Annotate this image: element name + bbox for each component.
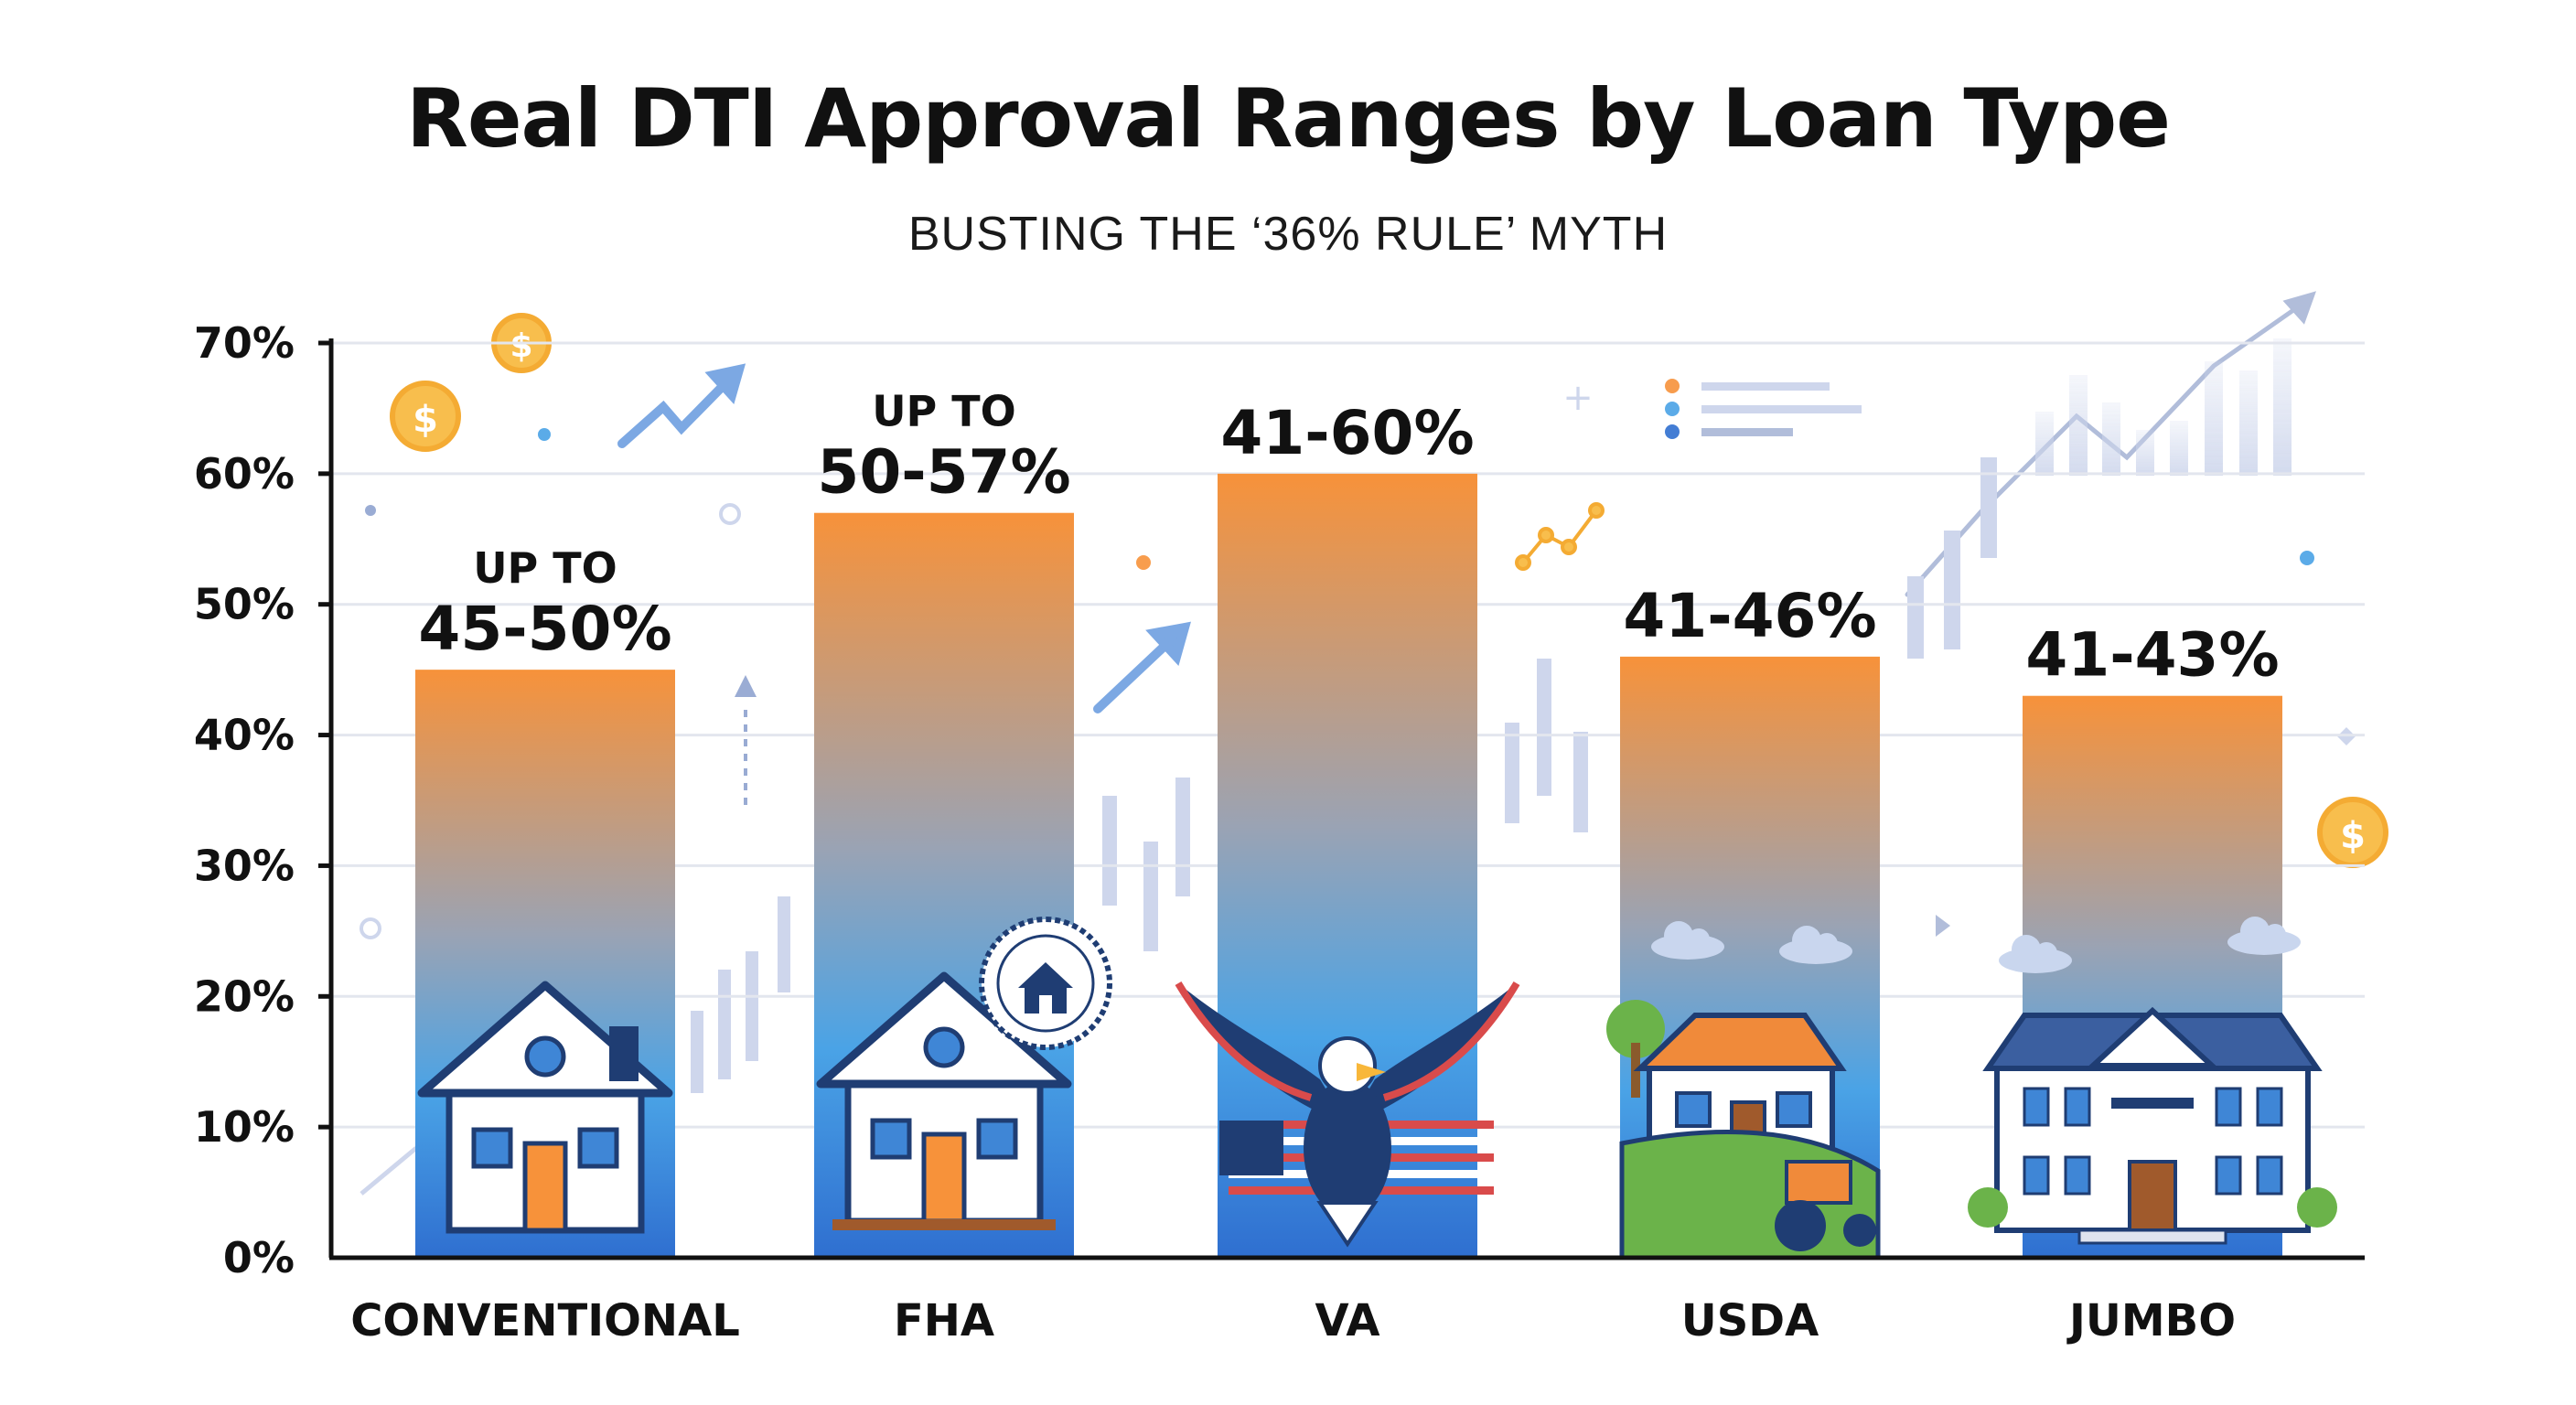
- mini-line-decoration: [1515, 502, 1605, 571]
- cloud-icon: [1779, 926, 1852, 964]
- data-label-prefix: UP TO: [872, 387, 1016, 436]
- list-decoration: [1665, 379, 1862, 439]
- x-tick-label: FHA: [894, 1295, 994, 1346]
- y-tick-label: 10%: [194, 1102, 295, 1152]
- y-tick-label: 60%: [194, 449, 295, 499]
- seal-badge-icon: [979, 917, 1112, 1050]
- data-label: 50-57%: [817, 437, 1070, 508]
- svg-text:$: $: [2340, 815, 2366, 857]
- svg-text:$: $: [510, 327, 532, 365]
- y-tick-label: 20%: [194, 971, 295, 1021]
- y-tick-label: 70%: [194, 318, 295, 368]
- y-tick-label: 40%: [194, 711, 295, 760]
- house-icon: [417, 981, 673, 1234]
- data-label: 45-50%: [418, 594, 671, 664]
- house-icon: [816, 971, 1072, 1230]
- coin-icon: $: [390, 381, 461, 452]
- y-tick-label: 50%: [194, 580, 295, 629]
- trend-arrow-icon: [1093, 621, 1191, 713]
- chart-title: Real DTI Approval Ranges by Loan Type: [406, 71, 2171, 166]
- svg-text:$: $: [413, 399, 438, 441]
- bar-illustrations: [417, 917, 2337, 1260]
- mansion-icon: [1968, 1006, 2337, 1245]
- farm-icon: [1606, 1000, 1881, 1260]
- y-axis-ticks: 0% 10% 20% 30% 40% 50% 60% 70%: [194, 318, 295, 1282]
- trend-arrow-icon: [1905, 291, 2316, 597]
- mini-bar-chart-decoration: [2035, 338, 2292, 476]
- axes: [328, 338, 2365, 1260]
- x-tick-label: USDA: [1681, 1295, 1819, 1346]
- trend-arrow-icon: [617, 363, 746, 448]
- x-tick-label: JUMBO: [2066, 1295, 2236, 1346]
- up-arrow-icon: [735, 675, 757, 805]
- x-axis-ticks: CONVENTIONAL FHA VA USDA JUMBO: [350, 1295, 2236, 1346]
- eagle-flag-icon: [1175, 981, 1520, 1248]
- coin-icon: $: [2317, 797, 2388, 868]
- data-label: 41-46%: [1623, 581, 1876, 651]
- y-tick-label: 30%: [194, 841, 295, 890]
- x-tick-label: VA: [1315, 1295, 1379, 1346]
- cloud-icon: [1999, 935, 2072, 973]
- y-tick-label: 0%: [223, 1233, 295, 1282]
- cloud-icon: [1651, 921, 1724, 960]
- cloud-icon: [2227, 917, 2301, 955]
- chart-subtitle: BUSTING THE ‘36% RULE’ MYTH: [907, 208, 1669, 261]
- data-label: 41-60%: [1220, 398, 1474, 468]
- data-label-prefix: UP TO: [473, 543, 617, 593]
- data-label: 41-43%: [2025, 620, 2279, 691]
- svg-text:+: +: [1562, 377, 1594, 419]
- x-tick-label: CONVENTIONAL: [350, 1295, 740, 1346]
